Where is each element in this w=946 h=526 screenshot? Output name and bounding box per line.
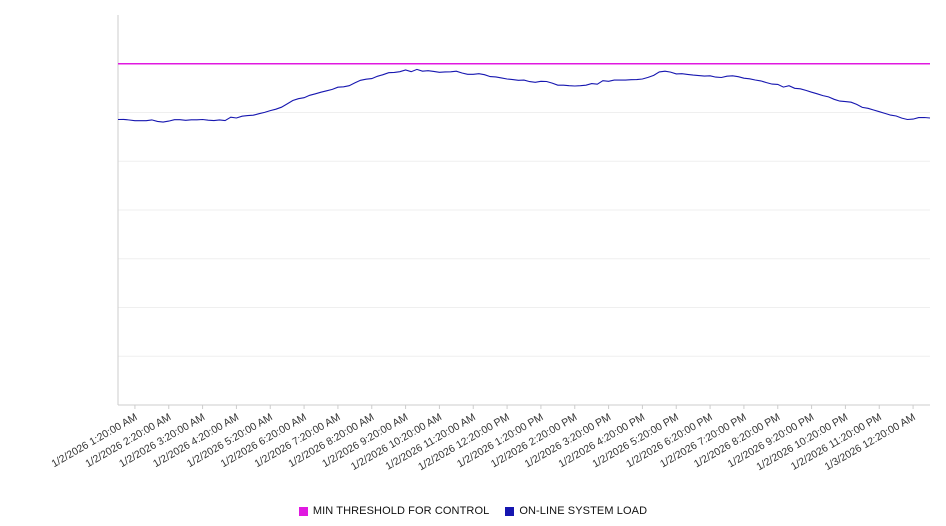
legend-item-min-threshold[interactable]: MIN THRESHOLD FOR CONTROL [298, 505, 490, 517]
line-chart-plot: 1/2/2026 1:20:00 AM1/2/2026 2:20:00 AM1/… [49, 15, 931, 473]
legend-swatch-blue-icon [505, 506, 515, 516]
legend-label-min-threshold: MIN THRESHOLD FOR CONTROL [312, 505, 490, 517]
legend-item-system-load[interactable]: ON-LINE SYSTEM LOAD [505, 505, 647, 517]
chart-legend: MIN THRESHOLD FOR CONTROL ON-LINE SYSTEM… [0, 505, 946, 517]
legend-swatch-magenta-icon [298, 506, 308, 516]
legend-label-system-load: ON-LINE SYSTEM LOAD [519, 505, 648, 517]
